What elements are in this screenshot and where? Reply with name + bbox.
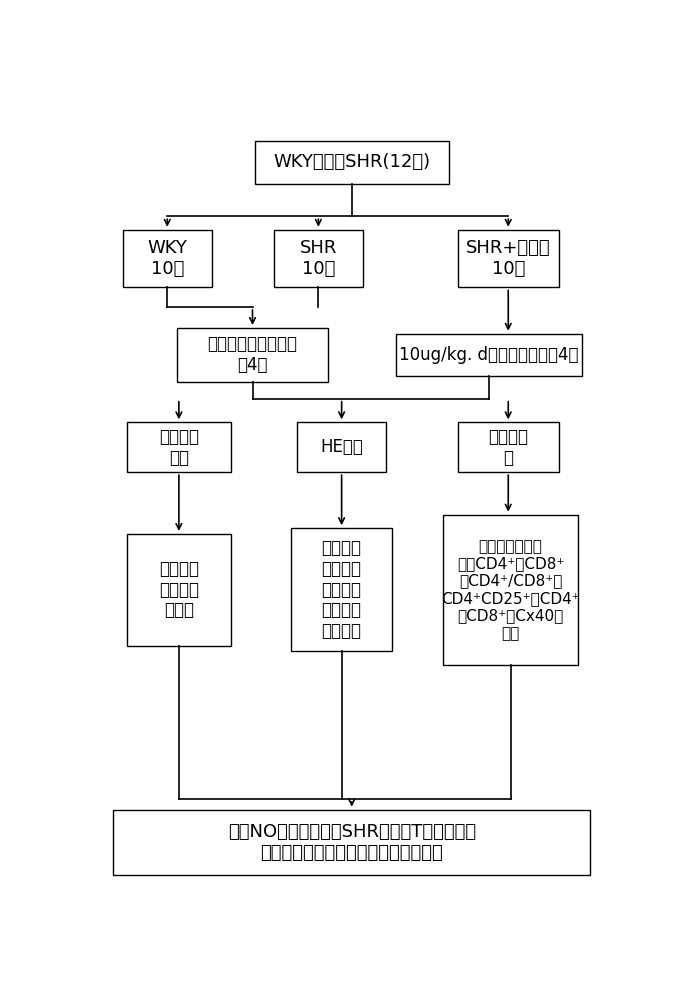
Bar xyxy=(458,230,559,287)
Bar xyxy=(274,230,363,287)
Bar xyxy=(113,810,590,875)
Bar xyxy=(458,422,559,472)
Text: 等量生理盐水腹腔注
射4周: 等量生理盐水腹腔注 射4周 xyxy=(207,335,297,374)
Bar xyxy=(442,515,578,665)
Text: SHR+硝普钠
10只: SHR+硝普钠 10只 xyxy=(466,239,550,278)
Text: SHR
10只: SHR 10只 xyxy=(300,239,337,278)
Bar xyxy=(123,230,212,287)
Bar xyxy=(126,534,232,646)
Text: 观察脑基
底动脉内
皮损伤、
炎性细胞
浸润程度: 观察脑基 底动脉内 皮损伤、 炎性细胞 浸润程度 xyxy=(322,539,361,640)
Text: HE染色: HE染色 xyxy=(320,438,363,456)
Bar xyxy=(396,334,582,376)
Text: 探讨NO是否通过调节SHR外周血T淋巴细胞间
缝隙连接的表达来保护脑基底动脉损伤: 探讨NO是否通过调节SHR外周血T淋巴细胞间 缝隙连接的表达来保护脑基底动脉损伤 xyxy=(227,823,476,862)
Bar xyxy=(297,422,386,472)
Bar xyxy=(291,528,392,651)
Text: 10ug/kg. d硝普钠腹腔注射4周: 10ug/kg. d硝普钠腹腔注射4周 xyxy=(399,346,578,364)
Bar xyxy=(126,422,232,472)
Text: 流式细胞
术: 流式细胞 术 xyxy=(488,428,528,467)
Text: 检测外周血淋巴
细胞CD4⁺、CD8⁺
、CD4⁺/CD8⁺、
CD4⁺CD25⁺及CD4⁺
和CD8⁺上Cx40的
表达: 检测外周血淋巴 细胞CD4⁺、CD8⁺ 、CD4⁺/CD8⁺、 CD4⁺CD25… xyxy=(441,539,580,641)
Bar xyxy=(177,328,328,382)
Text: WKY
10只: WKY 10只 xyxy=(147,239,187,278)
Text: WKY大鼠和SHR(12周): WKY大鼠和SHR(12周) xyxy=(273,153,430,171)
Text: 每周监测
血压: 每周监测 血压 xyxy=(159,428,199,467)
Text: 观察硝普
钠对血压
的影响: 观察硝普 钠对血压 的影响 xyxy=(159,560,199,619)
Bar xyxy=(255,141,449,184)
